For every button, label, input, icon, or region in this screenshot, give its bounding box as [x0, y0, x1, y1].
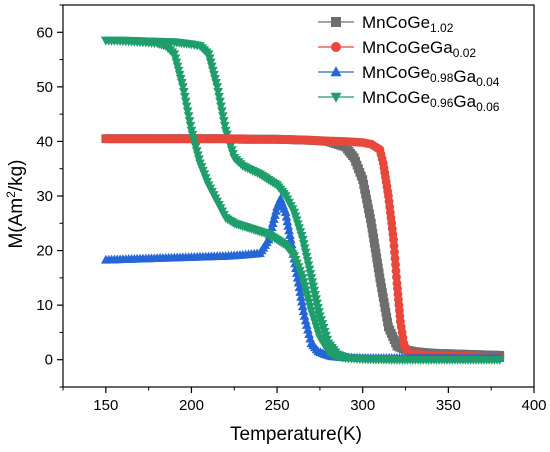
data-point-mncogega004 [301, 320, 312, 329]
data-point-mncoge102 [373, 258, 382, 268]
data-point-mncogega004 [294, 282, 305, 292]
data-point-mncogega004 [305, 333, 316, 343]
data-point-mncogega006-warming [212, 83, 222, 92]
y-axis-title: M(Am2/kg) [4, 159, 27, 248]
data-point-mncoge102 [378, 293, 388, 302]
data-point-mncogega004 [297, 296, 307, 306]
data-point-mncogega004 [280, 207, 291, 217]
data-point-mncoge102 [376, 278, 386, 288]
data-point-mncogega006-warming [216, 102, 226, 112]
data-point-mncogega006-warming [217, 107, 227, 117]
x-axis-title: Temperature(K) [230, 424, 362, 445]
legend-marker [331, 17, 341, 27]
data-point-mncoge102 [364, 209, 374, 218]
data-point-mncogega006-warming [214, 92, 224, 102]
data-point-mncogega006 [181, 102, 192, 112]
data-point-mncoge102 [378, 288, 387, 297]
data-point-mncogega004 [285, 230, 295, 239]
data-point-mncoge102 [375, 273, 385, 283]
data-point-mncoge102 [366, 218, 376, 228]
data-point-mncoge102 [382, 312, 392, 322]
data-point-mncoge102 [373, 263, 383, 273]
data-point-mncoge102 [367, 223, 377, 233]
y-tick-label: 30 [36, 188, 53, 205]
data-point-mncoge102 [370, 243, 380, 253]
y-tick-label: 0 [45, 352, 53, 369]
x-tick-label: 200 [179, 397, 204, 414]
data-point-mncoge102 [362, 194, 371, 204]
data-point-mncoge102 [381, 307, 391, 317]
data-point-mncogega006 [183, 112, 194, 122]
data-point-mncogega006-warming [215, 97, 225, 107]
data-point-mncoge102 [365, 214, 375, 223]
data-point-mncoge102 [374, 268, 384, 278]
data-point-mncoge102 [372, 253, 382, 263]
data-point-mncoge102 [361, 189, 370, 199]
data-point-mncoge102 [364, 204, 373, 214]
y-tick-label: 20 [36, 243, 53, 260]
y-tick-label: 60 [36, 24, 53, 41]
data-point-mncogega004 [295, 287, 306, 296]
data-point-mncogega004 [300, 315, 311, 325]
data-point-mncogega004 [284, 225, 294, 235]
data-point-mncogega006-warming [219, 121, 230, 131]
x-tick-label: 400 [521, 397, 546, 414]
data-point-mncogega006-warming [213, 87, 223, 97]
data-point-mncogega006 [184, 117, 195, 126]
data-point-mncogega004 [299, 310, 310, 320]
data-point-mncogega004 [283, 220, 294, 230]
data-point-mncogega006 [180, 97, 191, 107]
data-point-mncoge102 [383, 317, 392, 327]
data-point-mncogega004 [303, 324, 313, 334]
data-point-mncoge102 [379, 298, 389, 307]
plot-area [100, 36, 505, 365]
legend-label: MnCoGeGa0.02 [362, 38, 476, 60]
data-point-mncogega004 [281, 211, 292, 221]
data-point-mncogega006-warming [218, 117, 229, 126]
data-point-mncogega004 [304, 329, 314, 338]
y-tick-label: 50 [36, 79, 53, 96]
data-point-mncogega004 [297, 301, 308, 311]
legend-label: MnCoGe1.02 [362, 13, 454, 35]
legend-marker [331, 42, 341, 52]
data-point-mncogega004 [285, 234, 296, 244]
y-tick-label: 40 [36, 133, 53, 150]
x-tick-label: 150 [93, 397, 118, 414]
x-tick-label: 300 [350, 397, 375, 414]
data-point-mncogega006 [179, 92, 190, 102]
data-point-mncogega006 [178, 83, 188, 92]
data-point-mncoge102 [358, 175, 368, 185]
y-tick-label: 10 [36, 297, 53, 314]
data-point-mncogega006 [185, 121, 196, 131]
data-point-mncoge102 [360, 184, 370, 194]
axes: 150 200 250 300 350 400 0 10 20 30 40 50 60 [36, 4, 547, 414]
data-point-mncogega006 [179, 87, 189, 97]
data-point-mncoge102 [371, 248, 381, 258]
legend-label: MnCoGe0.98Ga0.04 [362, 63, 500, 89]
x-tick-label: 350 [436, 397, 461, 414]
data-point-mncoge102 [377, 283, 386, 293]
plot-frame [62, 4, 535, 388]
data-point-mncogega004 [296, 291, 306, 301]
legend-marker [330, 66, 342, 77]
data-point-mncoge102 [363, 199, 372, 209]
legend-label: MnCoGe0.96Ga0.06 [362, 88, 500, 114]
data-point-mncoge102 [369, 233, 379, 243]
data-point-mncogega006-warming [218, 112, 228, 122]
x-tick-label: 250 [265, 397, 290, 414]
data-point-mncoge102 [359, 180, 369, 189]
data-point-mncoge102 [370, 238, 379, 248]
legend-marker [330, 92, 342, 103]
data-point-mncogega004 [293, 277, 304, 287]
data-point-mncoge102 [368, 228, 378, 238]
data-point-mncogega004 [298, 306, 309, 316]
data-point-mncogega006 [494, 355, 505, 365]
data-point-mncogega006 [182, 107, 193, 117]
data-point-mncogega004 [282, 216, 293, 226]
data-point-mncoge102 [380, 302, 390, 312]
legend: MnCoGe1.02 MnCoGeGa0.02 MnCoGe0.98Ga0.04Mn… [318, 13, 500, 114]
